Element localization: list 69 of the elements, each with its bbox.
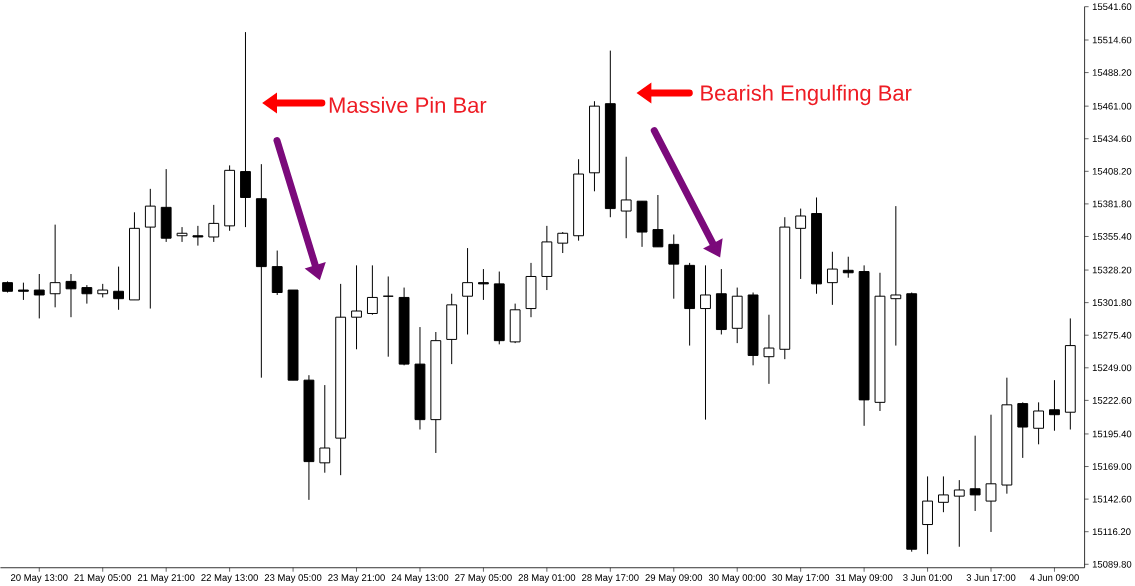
candlestick (192, 225, 204, 247)
y-tick-label: 15355.40 (1092, 233, 1132, 240)
y-tick-label: 15222.60 (1092, 396, 1132, 404)
x-tick-label: 28 May 17:00 (582, 574, 639, 583)
candlestick (33, 273, 45, 319)
candlestick (462, 247, 473, 335)
candlestick (208, 204, 220, 243)
candlestick (65, 273, 77, 318)
candlestick (382, 275, 394, 358)
candlestick (557, 231, 569, 254)
candlestick (144, 188, 156, 309)
x-tick-label: 24 May 13:00 (391, 574, 449, 583)
y-tick-label: 15195.40 (1092, 430, 1132, 438)
y-tick-label: 15142.60 (1092, 495, 1132, 503)
candlestick (763, 314, 775, 385)
y-tick-label: 15488.20 (1092, 69, 1132, 76)
candlestick (81, 284, 93, 305)
candlestick (319, 384, 331, 474)
candlestick (700, 264, 711, 421)
candlestick (351, 264, 362, 350)
candlestick (953, 479, 965, 548)
x-tick-label: 30 May 17:00 (772, 574, 830, 583)
candlestick (985, 414, 997, 533)
y-tick-label: 15381.80 (1092, 200, 1132, 208)
candlestick (1033, 401, 1045, 445)
candlestick (620, 156, 632, 239)
candlestick (176, 226, 188, 243)
x-tick-label: 20 May 13:00 (11, 574, 68, 583)
y-tick-label: 15301.80 (1092, 299, 1132, 306)
y-tick-label: 15275.40 (1092, 331, 1132, 339)
candlestick (1049, 379, 1060, 432)
x-tick-label: 3 Jun 01:00 (903, 574, 952, 581)
candlestick (668, 233, 680, 300)
y-tick-label: 15514.60 (1092, 36, 1132, 44)
candlestick (969, 435, 981, 512)
x-tick-label: 30 May 00:00 (708, 574, 766, 583)
candlestick (49, 224, 61, 308)
candlestick (478, 268, 489, 301)
y-tick-label: 15461.00 (1092, 102, 1132, 110)
candlestick (938, 475, 949, 513)
candlestick (652, 194, 664, 248)
x-tick-label: 3 Jun 17:00 (966, 574, 1016, 581)
x-tick-label: 23 May 05:00 (264, 574, 322, 583)
candlestick (922, 475, 933, 555)
y-tick-label: 15434.60 (1092, 135, 1132, 143)
y-tick-label: 15089.80 (1092, 560, 1132, 568)
annotation: Bearish Engulfing Bar (701, 84, 912, 106)
x-tick-label: 4 Jun 09:00 (1029, 574, 1079, 581)
y-tick-label: 15408.20 (1092, 167, 1132, 175)
x-tick-label: 31 May 09:00 (835, 574, 893, 583)
candlestick (826, 251, 838, 306)
candlestick (1017, 401, 1029, 459)
x-tick-label: 29 May 09:00 (645, 574, 703, 583)
y-tick-label: 15169.00 (1092, 463, 1132, 470)
y-tick-label: 15249.00 (1092, 364, 1132, 372)
x-tick-label: 21 May 21:00 (137, 574, 195, 583)
candlestick (890, 205, 902, 347)
candlestick (795, 208, 807, 280)
x-tick-label: 22 May 13:00 (201, 574, 258, 583)
x-tick-label: 28 May 01:00 (518, 574, 576, 583)
y-tick-label: 15541.60 (1092, 3, 1132, 10)
y-tick-label: 15328.20 (1092, 266, 1132, 274)
candlestick (113, 266, 124, 311)
x-tick-label: 27 May 05:00 (455, 574, 512, 583)
x-tick-label: 23 May 21:00 (328, 574, 385, 583)
candlestick (366, 264, 378, 316)
annotation: Massive Pin Bar (329, 96, 487, 113)
y-tick-label: 15116.20 (1092, 528, 1131, 535)
x-tick-label: 21 May 05:00 (74, 574, 132, 583)
